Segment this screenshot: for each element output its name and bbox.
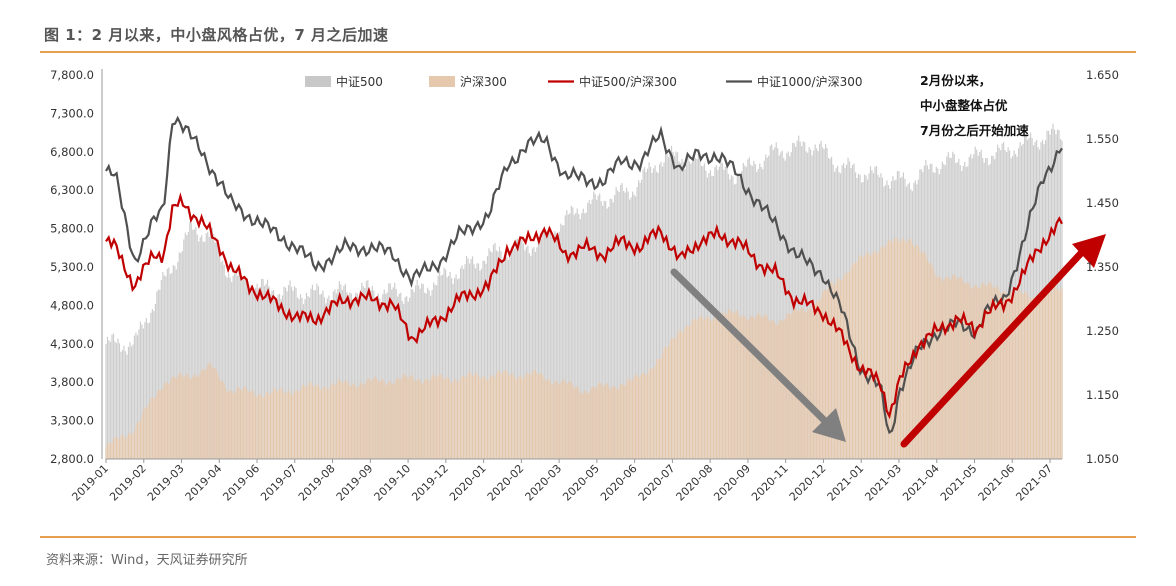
y-right-tick: 1.050 [1086,452,1119,466]
y-left-tick: 3,800.0 [50,375,94,389]
x-tick-label: 2019-04 [183,462,225,504]
y-left-tick: 5,300.0 [50,260,94,274]
bottom-rule [40,536,1136,538]
y-left-tick: 4,300.0 [50,337,94,351]
annotation: 2月份以来， 中小盘整体占优 7月份之后开始加速 [920,68,1029,143]
x-tick-label: 2021-04 [900,462,942,504]
y-right-tick: 1.350 [1086,260,1119,274]
y-right-tick: 1.250 [1086,324,1119,338]
annotation-line-3: 7月份之后开始加速 [920,123,1029,138]
annotation-line-1: 2月份以来， [920,73,992,88]
arrow-up-shaft [900,246,1088,448]
x-tick-label: 2020-05 [560,462,602,504]
top-rule [40,51,1136,53]
y-left-tick: 7,300.0 [50,106,94,120]
y-right-tick: 1.150 [1086,388,1119,402]
x-tick-label: 2020-02 [485,462,527,504]
x-tick-label: 2021-01 [825,462,867,504]
axis-right: 1.650 1.550 1.450 1.350 1.250 1.150 1.050 [1086,68,1119,466]
chart-title: 图 1：2 月以来，中小盘风格占优，7 月之后加速 [44,26,389,44]
x-tick-label: 2021-05 [938,462,980,504]
x-tick-label: 2021-03 [862,462,904,504]
source-note: 资料来源：Wind，天风证券研究所 [46,553,248,568]
x-tick-label: 2019-09 [334,462,376,504]
x-tick-label: 2020-08 [674,462,716,504]
series-lines [105,115,1063,435]
legend-swatch [429,76,455,87]
x-tick-label: 2020-03 [523,462,565,504]
x-tick-label: 2020-09 [711,462,753,504]
x-tick-label: 2019-02 [107,462,149,504]
axis-left: 7,800.0 7,300.0 6,800.0 6,300.0 5,800.0 5,300… [50,68,103,466]
x-tick-label: 2020-07 [636,462,678,504]
y-left-tick: 7,800.0 [50,68,94,82]
legend-label: 中证1000/沪深300 [757,74,863,89]
x-tick-label: 2021-06 [976,462,1018,504]
y-left-tick: 3,300.0 [50,414,94,428]
line-zz1000-hs300 [105,115,1063,435]
axis-x: 2019-012019-022019-032019-042019-062019-… [69,458,1062,504]
y-right-tick: 1.450 [1086,196,1119,210]
x-tick-label: 2019-03 [145,462,187,504]
y-left-tick: 6,800.0 [50,145,94,159]
x-tick-label: 2019-12 [409,462,451,504]
y-right-tick: 1.550 [1086,132,1119,146]
chart: 7,800.0 7,300.0 6,800.0 6,300.0 5,800.0 5,300… [50,68,1119,504]
arrow-down-head [812,408,846,442]
line-zz500-hs300 [105,192,1063,420]
x-tick-label: 2019-06 [220,462,262,504]
legend-label: 沪深300 [460,75,507,89]
x-tick-label: 2020-06 [598,462,640,504]
legend-swatch [305,76,331,87]
x-tick-label: 2019-10 [372,462,414,504]
x-tick-label: 2020-11 [749,462,791,504]
x-tick-label: 2019-08 [296,462,338,504]
y-left-tick: 6,300.0 [50,183,94,197]
x-tick-label: 2019-01 [69,462,111,504]
x-tick-label: 2019-07 [258,462,300,504]
y-right-tick: 1.650 [1086,68,1119,82]
legend-label: 中证500/沪深300 [579,74,677,89]
trend-arrows [670,234,1106,448]
arrow-down-shaft [670,268,832,428]
x-tick-label: 2021-07 [1013,462,1055,504]
arrow-up-head [1072,234,1106,268]
y-left-tick: 2,800.0 [50,452,94,466]
x-tick-label: 2020-01 [447,462,489,504]
y-left-tick: 4,800.0 [50,298,94,312]
annotation-line-2: 中小盘整体占优 [920,98,1008,113]
legend: 中证500 沪深300 中证500/沪深300 中证1000/沪深300 [305,74,863,89]
x-tick-label: 2020-12 [787,462,829,504]
y-left-tick: 5,800.0 [50,222,94,236]
legend-label: 中证500 [336,74,383,89]
